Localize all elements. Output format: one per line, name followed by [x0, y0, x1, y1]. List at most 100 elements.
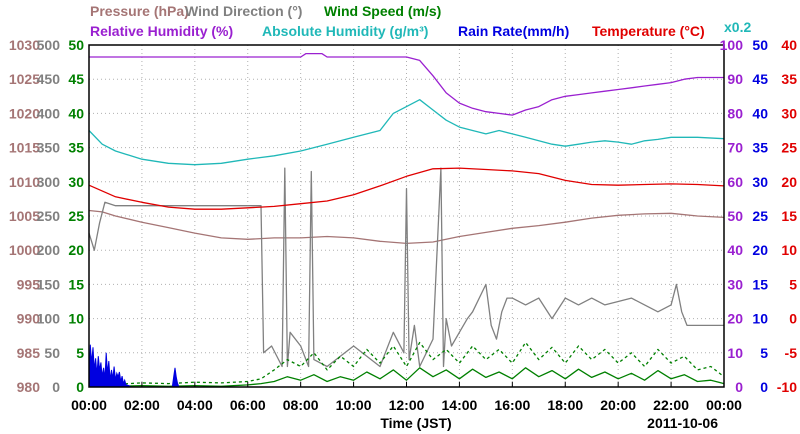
y-tick-label-relative-humidity: 80	[727, 105, 743, 121]
legend-wind-direction: Wind Direction (°)	[185, 3, 302, 19]
y-tick-label-relative-humidity: 70	[727, 140, 743, 156]
series-area-rain-rate	[88, 344, 180, 388]
legend-temperature: Temperature (°C)	[592, 23, 705, 39]
y-tick-label-temperature: 35	[781, 71, 797, 87]
x-tick-label: 00:00	[71, 397, 107, 413]
y-tick-label-wind-direction: 350	[37, 140, 61, 156]
y-tick-label-abs-humidity-rain: 40	[752, 105, 768, 121]
x-tick-label: 22:00	[653, 397, 689, 413]
y-tick-label-abs-humidity-rain: 45	[752, 71, 768, 87]
y-tick-label-temperature: -10	[777, 379, 797, 395]
y-tick-label-wind-direction: 200	[37, 242, 61, 258]
y-tick-label-pressure: 985	[17, 345, 41, 361]
y-tick-label-temperature: -5	[785, 345, 798, 361]
x-tick-label: 14:00	[442, 397, 478, 413]
y-tick-label-wind-speed: 15	[68, 276, 84, 292]
x-tick-label: 04:00	[177, 397, 213, 413]
series-line-absolute-humidity-g-m	[88, 99, 725, 166]
y-tick-label-relative-humidity: 90	[727, 71, 743, 87]
series-line-wind-speed-m-s	[88, 367, 725, 387]
series-line-wind-direction	[88, 167, 724, 368]
legend-relative-humidity: Relative Humidity (%)	[90, 23, 233, 39]
y-tick-label-temperature: 10	[781, 242, 797, 258]
y-tick-label-abs-humidity-rain: 10	[752, 311, 768, 327]
y-tick-label-wind-direction: 300	[37, 174, 61, 190]
y-tick-label-abs-humidity-rain: 5	[760, 345, 768, 361]
y-tick-label-abs-humidity-rain: 20	[752, 242, 768, 258]
y-tick-label-pressure: 1020	[9, 105, 40, 121]
y-tick-label-wind-direction: 100	[37, 311, 61, 327]
date-label: 2011-10-06	[647, 415, 718, 431]
series-line-wind-speed-gust-m-s	[88, 341, 725, 385]
y-tick-label-wind-direction: 0	[52, 379, 60, 395]
series-line-pressure-hpa	[88, 209, 725, 245]
legend-absolute-humidity: Absolute Humidity (g/m³)	[262, 23, 428, 39]
y-tick-label-wind-direction: 150	[37, 276, 61, 292]
y-tick-label-relative-humidity: 40	[727, 242, 743, 258]
y-tick-label-relative-humidity: 50	[727, 208, 743, 224]
y-tick-label-wind-speed: 5	[76, 345, 84, 361]
x-tick-label: 10:00	[336, 397, 372, 413]
y-tick-label-relative-humidity: 60	[727, 174, 743, 190]
legend-rain-rate: Rain Rate(mm/h)	[458, 23, 569, 39]
y-tick-label-temperature: 30	[781, 105, 797, 121]
x-tick-label: 12:00	[389, 397, 425, 413]
y-tick-label-relative-humidity: 20	[727, 311, 743, 327]
y-tick-label-wind-speed: 10	[68, 311, 84, 327]
x-tick-label: 08:00	[283, 397, 319, 413]
y-tick-label-abs-humidity-rain: 50	[752, 37, 768, 53]
y-tick-label-pressure: 1005	[9, 208, 40, 224]
y-tick-label-pressure: 980	[17, 379, 41, 395]
y-tick-label-wind-speed: 20	[68, 242, 84, 258]
legend: Pressure (hPa) Wind Direction (°) Wind S…	[90, 3, 751, 39]
x-tick-label: 00:00	[706, 397, 742, 413]
y-tick-label-pressure: 990	[17, 311, 41, 327]
y-tick-label-wind-speed: 35	[68, 140, 84, 156]
y-tick-label-temperature: 20	[781, 174, 797, 190]
x-axis-label: Time (JST)	[380, 415, 451, 431]
y-tick-label-pressure: 1010	[9, 174, 40, 190]
y-tick-label-wind-speed: 0	[76, 379, 84, 395]
y-tick-label-relative-humidity: 30	[727, 276, 743, 292]
x-tick-label: 16:00	[494, 397, 530, 413]
y-tick-label-wind-speed: 40	[68, 105, 84, 121]
x-axis: 00:00 02:00 04:00 06:00 08:00 10:00 12:00 14:00…	[71, 382, 742, 413]
y-tick-label-temperature: 40	[781, 37, 797, 53]
y-tick-label-wind-direction: 500	[37, 37, 61, 53]
legend-pressure: Pressure (hPa)	[90, 3, 189, 19]
y-tick-label-wind-speed: 25	[68, 208, 84, 224]
y-tick-label-wind-speed: 45	[68, 71, 84, 87]
y-tick-label-relative-humidity: 100	[720, 37, 744, 53]
y-tick-label-pressure: 1025	[9, 71, 40, 87]
y-tick-label-temperature: 5	[789, 276, 797, 292]
x-tick-label: 06:00	[230, 397, 266, 413]
y-tick-label-pressure: 1030	[9, 37, 40, 53]
y-tick-label-wind-direction: 400	[37, 105, 61, 121]
y-tick-label-temperature: 15	[781, 208, 797, 224]
y-tick-label-wind-direction: 50	[44, 345, 60, 361]
y-tick-label-pressure: 995	[17, 276, 41, 292]
y-tick-label-abs-humidity-rain: 15	[752, 276, 768, 292]
y-tick-label-abs-humidity-rain: 25	[752, 208, 768, 224]
y-axes: 1030102510201015101010051000995990985980…	[9, 37, 797, 395]
series-layer	[88, 52, 725, 388]
y-tick-label-wind-speed: 50	[68, 37, 84, 53]
grid	[89, 45, 724, 387]
y-tick-label-temperature: 0	[789, 311, 797, 327]
y-tick-label-relative-humidity: 0	[735, 379, 743, 395]
y-tick-label-abs-humidity-rain: 0	[760, 379, 768, 395]
x-tick-label: 20:00	[600, 397, 636, 413]
y-tick-label-abs-humidity-rain: 30	[752, 174, 768, 190]
y-tick-label-temperature: 25	[781, 140, 797, 156]
y-tick-label-wind-speed: 30	[68, 174, 84, 190]
legend-wind-speed: Wind Speed (m/s)	[324, 3, 441, 19]
y-tick-label-abs-humidity-rain: 35	[752, 140, 768, 156]
legend-x02: x0.2	[724, 19, 751, 35]
x-tick-label: 18:00	[547, 397, 583, 413]
series-line-temperature-c	[88, 167, 725, 210]
x-tick-label: 02:00	[124, 397, 160, 413]
y-tick-label-pressure: 1000	[9, 242, 40, 258]
y-tick-label-wind-direction: 250	[37, 208, 61, 224]
y-tick-label-pressure: 1015	[9, 140, 40, 156]
